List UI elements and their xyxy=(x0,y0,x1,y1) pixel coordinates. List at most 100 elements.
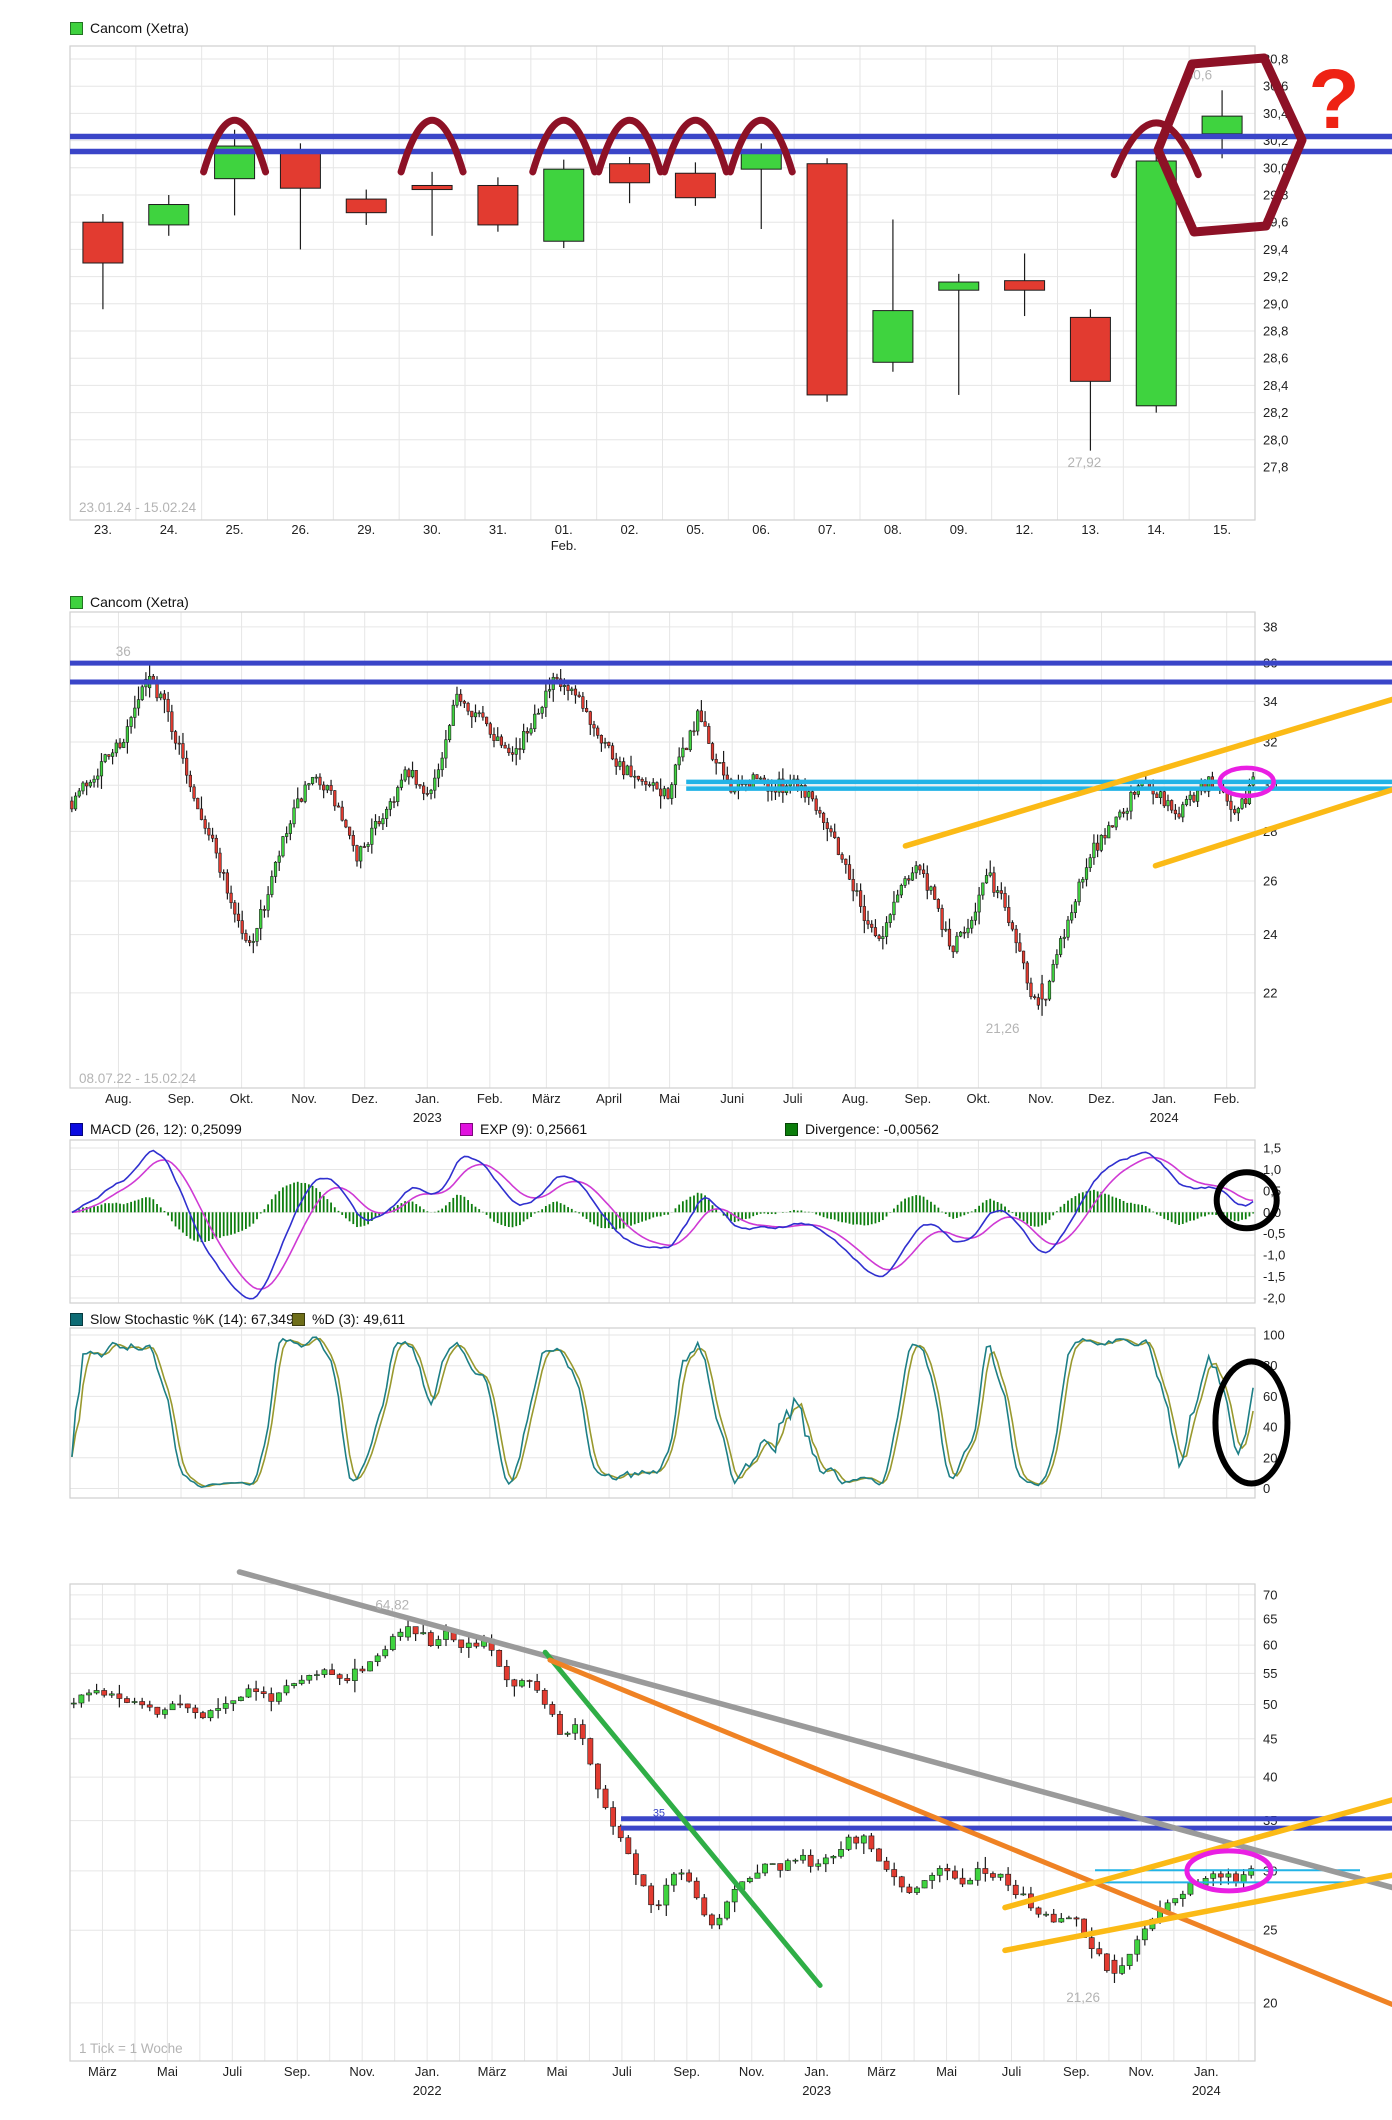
candle-down xyxy=(118,742,122,748)
axis-tick-label: Jan. xyxy=(415,2064,440,2079)
axis-tick-label: 30,0 xyxy=(1263,160,1288,175)
candle-up xyxy=(884,922,889,937)
candle-down xyxy=(351,835,355,846)
candle-down xyxy=(609,163,651,184)
candle-up xyxy=(929,886,933,891)
macd-label: MACD (26, 12): 0,25099 xyxy=(90,1121,242,1137)
candle-up xyxy=(389,1636,396,1650)
axis-tick-label: Sep. xyxy=(284,2064,311,2079)
candle-down xyxy=(107,754,111,757)
candle-down xyxy=(1050,1913,1057,1923)
candle-up xyxy=(73,795,78,810)
candle-down xyxy=(196,797,200,810)
candle-down xyxy=(614,758,618,767)
candle-up xyxy=(731,1889,738,1903)
candle-up xyxy=(367,1661,373,1672)
axis-tick-label: 06. xyxy=(752,522,770,537)
candle-down xyxy=(414,770,418,785)
plot-border xyxy=(69,1327,1256,1499)
axis-tick-label: 13. xyxy=(1081,522,1099,537)
axis-tick-label: 07. xyxy=(818,522,836,537)
candle-down xyxy=(877,935,881,939)
axis-tick-label: 09. xyxy=(950,522,968,537)
candle-down xyxy=(218,852,222,873)
candle-up xyxy=(159,693,163,699)
candle-down xyxy=(177,742,181,745)
candle-up xyxy=(397,1631,404,1637)
candle-down xyxy=(345,198,387,214)
candle-down xyxy=(392,801,396,803)
candle-down xyxy=(588,711,592,725)
candle-down xyxy=(412,1626,419,1635)
candle-up xyxy=(822,1857,829,1865)
candle-up xyxy=(1065,1917,1072,1920)
candle-down xyxy=(625,1837,632,1855)
axis-tick-label: 0 xyxy=(1263,1481,1270,1496)
candle-up xyxy=(914,1887,920,1893)
candle-down xyxy=(229,892,233,904)
axis-tick-label: Feb. xyxy=(1214,1091,1240,1106)
candle-up xyxy=(1114,816,1118,828)
candle-down xyxy=(990,1873,996,1878)
candle-up xyxy=(896,894,900,903)
candle-down xyxy=(462,701,466,704)
candle-down xyxy=(336,1674,343,1679)
candle-up xyxy=(677,756,681,766)
candle-up xyxy=(1119,1965,1125,1974)
candle-down xyxy=(279,150,321,189)
candle-up xyxy=(988,872,992,876)
candle-down xyxy=(427,1632,434,1646)
hand-drawn-circle-annotation xyxy=(1212,1358,1291,1487)
candle-up xyxy=(81,782,85,792)
candle-up xyxy=(1081,879,1085,883)
candle-down xyxy=(181,743,185,759)
axis-tick-label: 20 xyxy=(1263,1450,1277,1465)
candle-up xyxy=(547,689,552,692)
candle-up xyxy=(903,878,907,886)
candle-up xyxy=(99,761,104,777)
candle-up xyxy=(125,726,129,743)
candle-up xyxy=(681,747,685,758)
candle-down xyxy=(840,854,844,860)
candle-up xyxy=(215,1708,222,1711)
candle-up xyxy=(436,769,441,779)
candle-up xyxy=(103,754,107,762)
axis-tick-label: 50 xyxy=(1263,1697,1277,1712)
candle-up xyxy=(973,911,978,921)
axis-tick-label: 40 xyxy=(1263,1420,1277,1435)
candle-down xyxy=(699,710,703,722)
candle-up xyxy=(1070,912,1074,921)
candle-up xyxy=(313,1674,320,1676)
axis-tick-label: 12. xyxy=(1016,522,1034,537)
candle-down xyxy=(1012,1884,1019,1895)
candle-down xyxy=(666,788,670,799)
candle-up xyxy=(122,742,126,748)
candle-down xyxy=(458,1639,465,1648)
candle-up xyxy=(1184,799,1189,805)
stochastic-series xyxy=(71,1336,1254,1489)
candle-down xyxy=(573,688,578,696)
question-mark-annotation: ? xyxy=(1308,52,1359,146)
candle-up xyxy=(974,1868,981,1881)
candle-down xyxy=(862,906,866,921)
candle-down xyxy=(1073,1917,1080,1920)
candle-up xyxy=(572,1724,579,1734)
candle-down xyxy=(844,858,848,865)
candle-down xyxy=(199,808,204,820)
macd-plot-area[interactable] xyxy=(70,1140,1255,1303)
plot-border xyxy=(69,45,1256,521)
axis-tick-label: -0,5 xyxy=(1263,1226,1285,1241)
daily-plot-area[interactable] xyxy=(70,46,1255,520)
series-label: Cancom (Xetra) xyxy=(90,20,189,36)
candle-up xyxy=(96,775,100,780)
candle-down xyxy=(1155,793,1159,798)
stochastic-plot-area[interactable] xyxy=(70,1328,1255,1498)
period-range-label: 1 Tick = 1 Woche xyxy=(79,2041,183,2056)
axis-tick-label: Sep. xyxy=(673,2064,700,2079)
candle-down xyxy=(607,742,611,747)
candle-down xyxy=(481,712,485,718)
candle-down xyxy=(116,1693,123,1699)
candle-up xyxy=(1058,938,1063,955)
candle-down xyxy=(518,748,522,750)
candle-up xyxy=(792,1859,799,1862)
